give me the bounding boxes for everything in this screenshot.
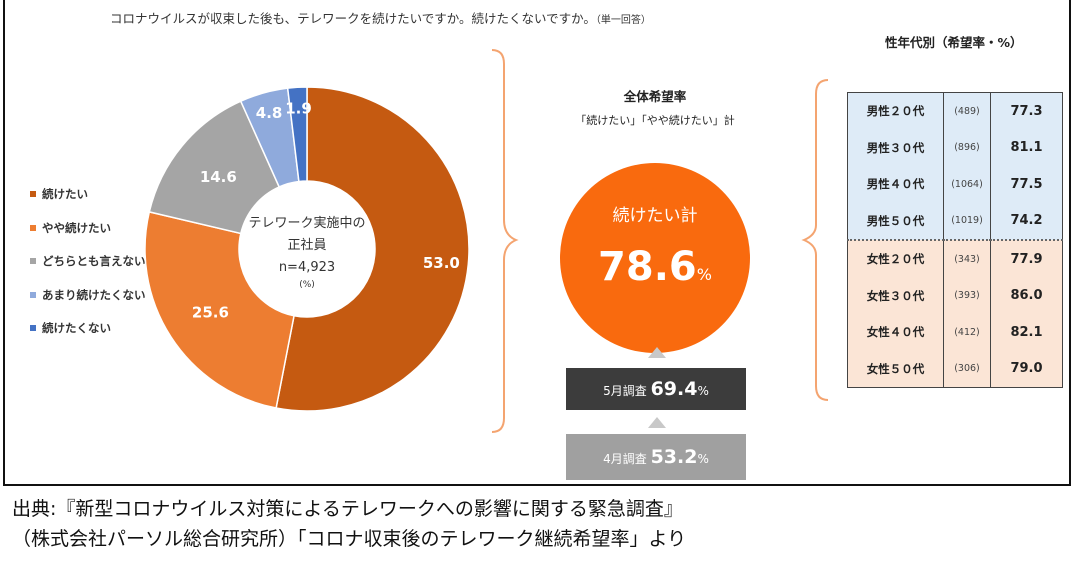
- legend: 続けたいやや続けたいどちらとも言えない あまり続けたくない 続けたくない: [30, 186, 146, 354]
- overall-subtitle: 「続けたい」「やや続けたい」計: [575, 114, 735, 127]
- legend-item: どちらとも言えない: [30, 253, 146, 287]
- legend-label: 続けたい: [42, 187, 88, 201]
- overall-title: 全体希望率: [623, 89, 687, 104]
- center-line-1: テレワーク実施中の: [248, 216, 366, 231]
- group-cell: 女性３０代: [847, 277, 944, 314]
- left-brace: [491, 49, 519, 433]
- group-cell: 男性５０代: [847, 202, 944, 240]
- rate-cell: 74.2: [990, 202, 1063, 240]
- n-cell: (343): [943, 240, 991, 278]
- group-cell: 女性５０代: [847, 350, 944, 388]
- n-cell: (896): [943, 129, 991, 166]
- legend-swatch: [30, 291, 36, 298]
- legend-label: どちらとも言えない: [42, 254, 146, 268]
- source-line-1: 出典:『新型コロナウイルス対策によるテレワークへの影響に関する緊急調査』: [12, 498, 683, 520]
- n-cell: (412): [943, 314, 991, 351]
- table-row: 男性５０代 (1019) 74.2: [847, 202, 1063, 240]
- center-n: n=4,923: [278, 260, 336, 275]
- age-gender-table: 男性２０代 (489) 77.3 男性３０代 (896) 81.1 男性４０代 (1064) 7…: [847, 92, 1063, 388]
- chart-question: コロナウイルスが収束した後も、テレワークを続けたいですか。続けたくないですか。（…: [110, 8, 651, 27]
- question-note: （単一回答）: [595, 15, 651, 26]
- legend-item: 続けたくない: [30, 320, 146, 354]
- rate-cell: 81.1: [990, 129, 1063, 166]
- may-value: 69.4: [650, 378, 698, 400]
- slice-value-label: 4.8: [256, 104, 283, 122]
- legend-swatch: [30, 325, 36, 331]
- apr-unit: %: [697, 452, 709, 466]
- legend-label: あまり続けたくない: [42, 287, 146, 302]
- table-row: 男性２０代 (489) 77.3: [847, 92, 1063, 130]
- rate-cell: 82.1: [990, 314, 1063, 351]
- question-text: コロナウイルスが収束した後も、テレワークを続けたいですか。続けたくないですか。: [110, 11, 596, 26]
- donut-chart: 53.0 25.6 14.6 4.8 1.9: [144, 86, 470, 412]
- figure-frame: [3, 0, 1071, 486]
- legend-swatch: [30, 191, 36, 197]
- table-row: 男性４０代 (1064) 77.5: [847, 166, 1063, 203]
- slice-value-label: 53.0: [423, 254, 460, 272]
- right-brace: [801, 79, 829, 401]
- table-title: 性年代別（希望率・%）: [885, 35, 1023, 50]
- up-arrow-icon: [648, 417, 666, 428]
- n-cell: (306): [943, 350, 991, 388]
- donut-center-label: テレワーク実施中の 正社員 n=4,923 (%): [237, 213, 377, 291]
- donut-slice: [148, 100, 281, 235]
- table-row: 女性２０代 (343) 77.9: [847, 240, 1063, 278]
- n-cell: (1064): [943, 166, 991, 203]
- rate-cell: 79.0: [990, 350, 1063, 388]
- slice-value-label: 1.9: [285, 99, 312, 117]
- n-cell: (393): [943, 277, 991, 314]
- slice-value-label: 25.6: [192, 303, 229, 321]
- donut-slice: [286, 86, 308, 183]
- legend-swatch: [30, 258, 36, 264]
- table-row: 男性３０代 (896) 81.1: [847, 129, 1063, 166]
- may-survey-box: 5月調査 69.4%: [566, 368, 746, 410]
- center-unit: (%): [299, 280, 315, 290]
- overall-value: 78.6: [598, 244, 697, 290]
- source-note: 出典:『新型コロナウイルス対策によるテレワークへの影響に関する緊急調査』 （株式…: [12, 494, 686, 554]
- n-cell: (489): [943, 92, 991, 130]
- up-arrow-icon: [648, 347, 666, 358]
- donut-slice: [144, 210, 295, 409]
- center-line-2: 正社員: [287, 238, 327, 253]
- group-cell: 女性４０代: [847, 314, 944, 351]
- group-cell: 女性２０代: [847, 240, 944, 278]
- table-row: 女性３０代 (393) 86.0: [847, 277, 1063, 314]
- rate-cell: 77.3: [990, 92, 1063, 130]
- legend-item: あまり続けたくない: [30, 287, 146, 321]
- donut-slice: [275, 86, 470, 412]
- legend-swatch: [30, 224, 36, 231]
- legend-item: 続けたい: [30, 186, 146, 220]
- legend-label: 続けたくない: [42, 321, 111, 335]
- circle-label: 続けたい計: [612, 206, 698, 226]
- may-unit: %: [697, 384, 709, 398]
- group-cell: 男性２０代: [847, 92, 944, 130]
- table-row: 女性５０代 (306) 79.0: [847, 350, 1063, 388]
- may-label: 5月調査: [603, 384, 647, 398]
- legend-item: やや続けたい: [30, 220, 146, 254]
- apr-label: 4月調査: [603, 452, 647, 466]
- rate-cell: 86.0: [990, 277, 1063, 314]
- overall-circle: 続けたい計 78.6%: [560, 163, 750, 353]
- apr-survey-box: 4月調査 53.2%: [566, 434, 746, 480]
- n-cell: (1019): [943, 202, 991, 240]
- slice-value-label: 14.6: [200, 168, 237, 186]
- overall-unit: %: [696, 265, 712, 284]
- legend-label: やや続けたい: [42, 220, 111, 235]
- group-cell: 男性４０代: [847, 166, 944, 203]
- table-row: 女性４０代 (412) 82.1: [847, 314, 1063, 351]
- apr-value: 53.2: [650, 446, 698, 468]
- group-cell: 男性３０代: [847, 129, 944, 166]
- rate-cell: 77.5: [990, 166, 1063, 203]
- source-line-2: （株式会社パーソル総合研究所）「コロナ収束後のテレワーク継続希望率」より: [12, 528, 687, 550]
- rate-cell: 77.9: [990, 240, 1063, 278]
